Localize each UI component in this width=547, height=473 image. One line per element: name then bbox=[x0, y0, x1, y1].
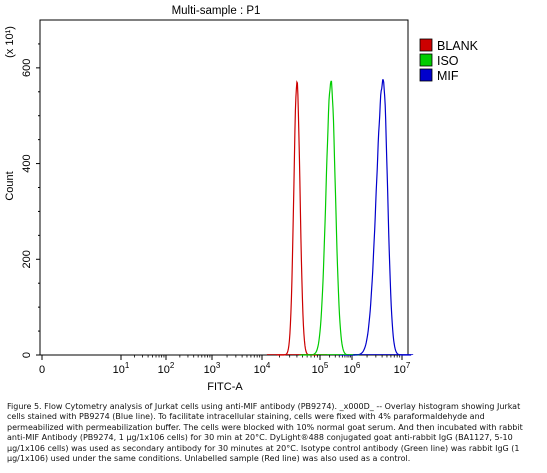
x-tick-exponent: 5 bbox=[324, 361, 329, 370]
x-tick-label: 101 bbox=[113, 361, 130, 376]
x-tick-label: 106 bbox=[344, 361, 361, 376]
legend-label-mif: MIF bbox=[437, 69, 459, 83]
flow-cytometry-histogram: Multi-sample : P1 (x 10¹) Count FITC-A 0… bbox=[4, 5, 479, 393]
x-axis-ticks: 0 101 102 103 104 105 106 107 bbox=[39, 355, 411, 376]
x-tick-exponent: 6 bbox=[356, 361, 361, 370]
x-tick-label: 104 bbox=[254, 361, 271, 376]
x-tick-exponent: 2 bbox=[170, 361, 175, 370]
plot-frame bbox=[39, 19, 409, 356]
x-tick-exponent: 1 bbox=[125, 361, 130, 370]
x-tick-exponent: 7 bbox=[406, 361, 411, 370]
legend-swatch-iso bbox=[419, 53, 433, 67]
x-tick-label: 0 bbox=[39, 364, 45, 376]
x-tick-label: 103 bbox=[204, 361, 221, 376]
chart-title: Multi-sample : P1 bbox=[172, 5, 261, 17]
x-tick-base: 10 bbox=[312, 364, 324, 376]
legend-swatch-mif bbox=[419, 68, 433, 82]
y-axis-label: Count bbox=[4, 171, 16, 200]
y-axis-multiplier: (x 10¹) bbox=[4, 26, 16, 58]
legend-label-blank: BLANK bbox=[437, 39, 479, 53]
x-tick-base: 10 bbox=[344, 364, 356, 376]
series-blank-curve bbox=[276, 80, 317, 356]
x-tick-exponent: 3 bbox=[216, 361, 221, 370]
y-tick-label: 0 bbox=[21, 352, 33, 358]
x-tick-label: 107 bbox=[394, 361, 411, 376]
series-mif-curve bbox=[339, 79, 412, 356]
x-tick-base: 10 bbox=[158, 364, 170, 376]
y-tick-label: 200 bbox=[21, 250, 33, 268]
legend-swatch-blank bbox=[419, 38, 433, 52]
x-tick-base: 10 bbox=[204, 364, 216, 376]
x-tick-base: 10 bbox=[113, 364, 125, 376]
x-tick-base: 10 bbox=[394, 364, 406, 376]
x-tick-label: 105 bbox=[312, 361, 329, 376]
y-axis-ticks: 0 200 400 600 bbox=[21, 43, 40, 358]
x-tick-base: 10 bbox=[254, 364, 266, 376]
x-tick-base: 0 bbox=[39, 364, 45, 376]
series-iso-curve bbox=[299, 80, 359, 356]
histogram-curves bbox=[266, 79, 414, 356]
y-tick-label: 600 bbox=[21, 59, 33, 77]
x-axis-label: FITC-A bbox=[207, 381, 243, 393]
legend-label-iso: ISO bbox=[437, 54, 459, 68]
figure-caption: Figure 5. Flow Cytometry analysis of Jur… bbox=[7, 402, 523, 464]
x-tick-exponent: 4 bbox=[266, 361, 271, 370]
y-tick-label: 400 bbox=[21, 154, 33, 172]
x-tick-label: 102 bbox=[158, 361, 175, 376]
